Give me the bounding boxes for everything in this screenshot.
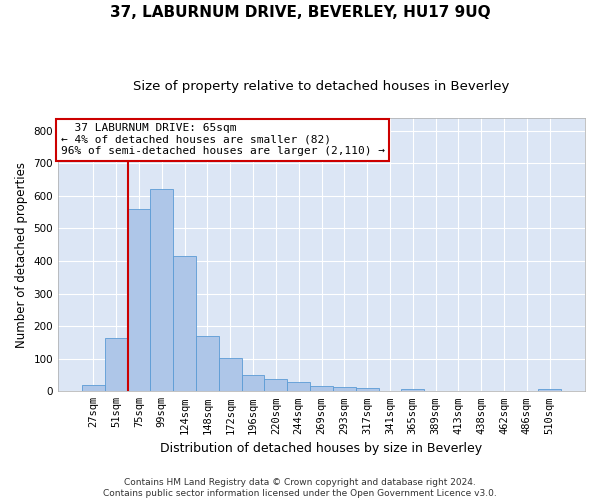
Bar — [242, 375, 265, 392]
Text: Contains HM Land Registry data © Crown copyright and database right 2024.
Contai: Contains HM Land Registry data © Crown c… — [103, 478, 497, 498]
Bar — [333, 387, 356, 392]
Text: 37, LABURNUM DRIVE, BEVERLEY, HU17 9UQ: 37, LABURNUM DRIVE, BEVERLEY, HU17 9UQ — [110, 5, 490, 20]
Bar — [173, 256, 196, 392]
Bar — [105, 338, 128, 392]
Bar — [128, 209, 151, 392]
Bar — [538, 389, 561, 392]
Bar — [265, 379, 287, 392]
Bar — [310, 386, 333, 392]
Y-axis label: Number of detached properties: Number of detached properties — [15, 162, 28, 348]
X-axis label: Distribution of detached houses by size in Beverley: Distribution of detached houses by size … — [160, 442, 482, 455]
Bar — [401, 388, 424, 392]
Title: Size of property relative to detached houses in Beverley: Size of property relative to detached ho… — [133, 80, 510, 93]
Bar — [82, 386, 105, 392]
Bar — [356, 388, 379, 392]
Bar — [196, 336, 219, 392]
Bar — [151, 190, 173, 392]
Bar — [287, 382, 310, 392]
Bar — [219, 358, 242, 392]
Text: 37 LABURNUM DRIVE: 65sqm  
← 4% of detached houses are smaller (82)
96% of semi-: 37 LABURNUM DRIVE: 65sqm ← 4% of detache… — [61, 123, 385, 156]
